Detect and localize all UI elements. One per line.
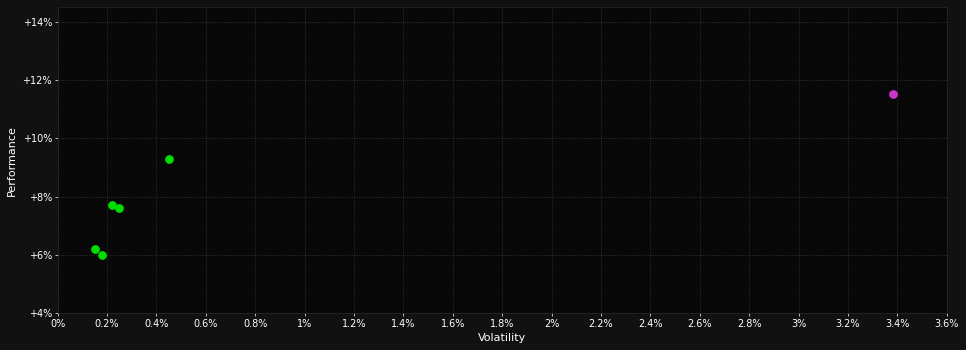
Point [87,246,102,252]
Point [112,205,128,211]
Point [95,252,110,258]
Point [161,156,177,161]
Y-axis label: Performance: Performance [7,125,17,196]
Point [885,92,900,97]
Point [104,203,120,208]
X-axis label: Volatility: Volatility [478,333,526,343]
